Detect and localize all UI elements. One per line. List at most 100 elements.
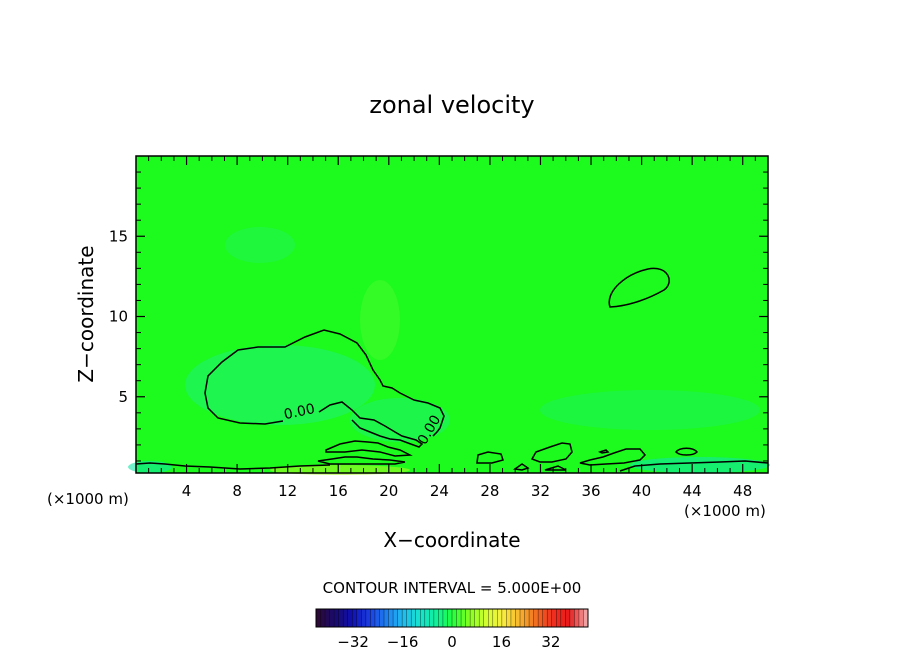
colorbar-cell [574, 609, 580, 627]
colorbar-cell [343, 609, 349, 627]
colorbar-cell [506, 609, 512, 627]
x-tick-label: 48 [733, 482, 752, 500]
colorbar-cell [420, 609, 426, 627]
field-shade-negative [185, 345, 375, 425]
colorbar-cell [551, 609, 557, 627]
colorbar-cell [479, 609, 485, 627]
colorbar-cell [569, 609, 575, 627]
colorbar [315, 608, 589, 628]
colorbar-cell [411, 609, 417, 627]
x-tick-label: 32 [531, 482, 550, 500]
contour-line [544, 465, 567, 471]
contour-line [619, 460, 769, 472]
x-tick-label: 24 [430, 482, 449, 500]
colorbar-cell [501, 609, 507, 627]
contour-line [530, 442, 573, 463]
colorbar-cell [442, 609, 448, 627]
colorbar-tick-labels: −32 −16 0 16 32 [337, 633, 560, 651]
colorbar-cell [447, 609, 453, 627]
colorbar-cell [465, 609, 471, 627]
contour-lines [135, 267, 769, 472]
x-tick-label: 8 [232, 482, 242, 500]
colorbar-cell [560, 609, 566, 627]
colorbar-tick-label: −16 [387, 633, 419, 651]
colorbar-cell [316, 609, 321, 627]
colorbar-cell [352, 609, 358, 627]
colorbar-cell [374, 609, 380, 627]
colorbar-cell [578, 609, 584, 627]
colorbar-cell [320, 609, 326, 627]
colorbar-frame [315, 608, 589, 628]
x-tick-label: 36 [581, 482, 600, 500]
x-tick-label: 16 [329, 482, 348, 500]
colorbar-cell [356, 609, 362, 627]
x-tick-label: 28 [480, 482, 499, 500]
colorbar-cell [456, 609, 462, 627]
contour-line [325, 440, 413, 457]
colorbar-tick-label: −32 [337, 633, 369, 651]
y-tick-label: 5 [118, 388, 128, 406]
colorbar-cell [370, 609, 376, 627]
colorbar-tick-label: 0 [447, 633, 457, 651]
colorbar-cell [529, 609, 534, 627]
colorbar-cell [542, 609, 548, 627]
colorbar-cell [438, 609, 444, 627]
colorbar-cell [424, 609, 430, 627]
colorbar-cell [538, 609, 543, 627]
colorbar-cell [433, 609, 439, 627]
colorbar-cell [402, 609, 407, 627]
x-tick-label: 44 [683, 482, 702, 500]
colorbar-cell [483, 609, 489, 627]
contour-line [674, 447, 699, 456]
x-tick-label: 20 [379, 482, 398, 500]
chart-title: zonal velocity [369, 91, 534, 119]
colorbar-cell [406, 609, 412, 627]
contour-line [598, 449, 610, 454]
field-shade-negative [350, 398, 450, 442]
colorbar-cell [515, 609, 521, 627]
colorbar-cell [325, 609, 330, 627]
colorbar-tick-label: 32 [541, 633, 560, 651]
y-tick-label: 15 [109, 227, 128, 245]
y-tick-label: 10 [109, 308, 128, 326]
colorbar-cell [520, 609, 525, 627]
colorbar-cell [415, 609, 421, 627]
colorbar-cell [393, 609, 398, 627]
field-shade-negative [225, 227, 295, 263]
field-shade-positive [360, 280, 400, 360]
contour-interval-text: CONTOUR INTERVAL = 5.000E+00 [323, 579, 582, 597]
y-axis-label: Z−coordinate [74, 245, 98, 382]
colorbar-cell [565, 609, 571, 627]
colorbar-cell [347, 609, 353, 627]
contour-line [317, 456, 406, 465]
colorbar-cell [488, 609, 494, 627]
x-tick-label: 12 [278, 482, 297, 500]
x-unit-label-right: (×1000 m) [684, 502, 766, 520]
colorbar-cell [510, 609, 516, 627]
colorbar-cell [334, 609, 339, 627]
colorbar-cell [474, 609, 480, 627]
contour-line [476, 451, 504, 464]
colorbar-cell [547, 609, 553, 627]
contour-line [135, 462, 331, 470]
axis-ticks [136, 156, 768, 473]
colorbar-cell [492, 609, 498, 627]
y-axis-tick-labels: 5 10 15 [109, 227, 128, 406]
contour-line [204, 329, 445, 437]
colorbar-cell [329, 609, 335, 627]
colorbar-cell [365, 609, 371, 627]
colorbar-cell [384, 609, 389, 627]
contour-label: 0.00 [283, 401, 317, 423]
colorbar-cell [533, 609, 539, 627]
contour-line [579, 448, 647, 466]
colorbar-cell [470, 609, 475, 627]
colorbar-cell [452, 609, 457, 627]
x-axis-tick-labels: 4 8 12 16 20 24 28 32 36 40 44 48 [182, 482, 752, 500]
colorbar-cell [397, 609, 403, 627]
colorbar-tick-label: 16 [492, 633, 511, 651]
colorbar-cell [461, 609, 466, 627]
colorbar-cell [379, 609, 385, 627]
x-tick-label: 40 [632, 482, 651, 500]
colorbar-cell [388, 609, 394, 627]
